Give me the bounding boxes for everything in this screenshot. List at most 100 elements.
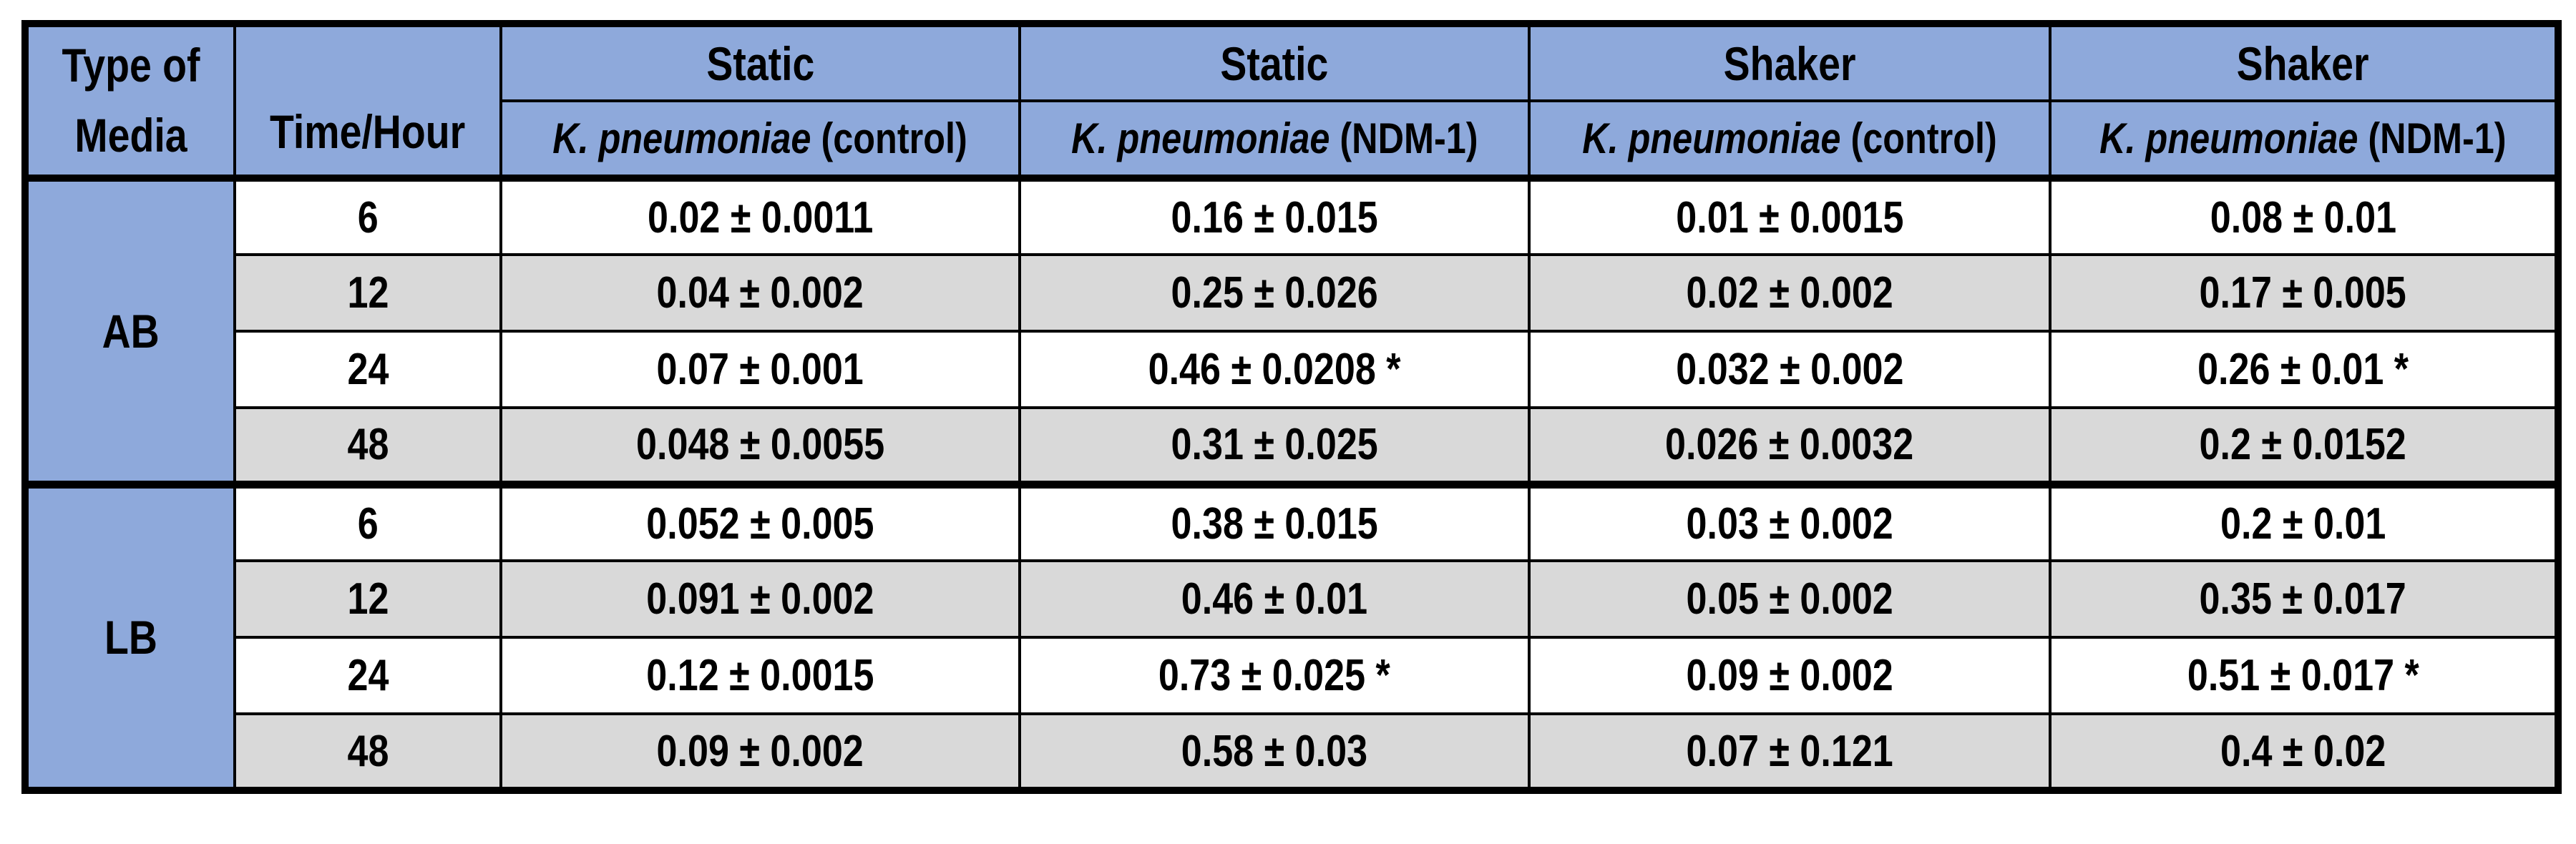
od-value: 0.38 ± 0.015 [1171,499,1378,549]
table-row: 48 0.048 ± 0.0055 0.31 ± 0.025 0.026 ± 0.00… [25,406,2560,486]
table-row: 12 0.091 ± 0.002 0.46 ± 0.01 0.05 ± 0.002 0.… [25,559,2560,639]
time-cell: 12 [233,253,502,333]
value-cell: 0.46 ± 0.01 [1018,559,1531,639]
species-name: K. pneumoniae [1070,114,1330,162]
table-row: 24 0.12 ± 0.0015 0.73 ± 0.025 * 0.09 ± 0.00… [25,636,2560,715]
value-cell: 0.09 ± 0.002 [499,712,1021,792]
value-cell: 0.08 ± 0.01 [2049,177,2560,256]
table-row: AB 6 0.02 ± 0.0011 0.16 ± 0.015 0.01 ± 0.001… [24,177,2560,486]
header-static-control: K. pneumoniae (control) [499,99,1021,182]
condition-label: (NDM-1) [1340,114,1478,162]
media-label: LB [104,611,157,664]
value-cell: 0.2 ± 0.0152 [2049,406,2560,486]
value-cell: 0.35 ± 0.017 [2049,559,2560,639]
od-value: 0.16 ± 0.015 [1171,192,1378,242]
time-value: 6 [357,499,379,549]
condition-label: (control) [821,114,968,162]
value-cell: 0.73 ± 0.025 * [1018,636,1531,715]
media-cell: AB [24,177,236,486]
od-value: 0.08 ± 0.01 [2210,192,2396,242]
table-row: 48 0.09 ± 0.002 0.58 ± 0.03 0.07 ± 0.121 0.4… [25,712,2560,792]
value-cell: 0.032 ± 0.002 [1528,330,2051,409]
value-cell: 0.51 ± 0.017 * [2049,636,2560,715]
table-row: 12 0.04 ± 0.002 0.25 ± 0.026 0.02 ± 0.002 0.… [25,253,2560,333]
header-type-of-media: Type of Media [24,22,236,182]
time-cell: 24 [233,636,502,715]
table-row: 24 0.07 ± 0.001 0.46 ± 0.0208 * 0.032 ± 0.0… [25,330,2560,409]
header-type-of-media-label: Type of Media [62,39,200,162]
od-value: 0.35 ± 0.017 [2199,574,2407,624]
value-cell: 0.048 ± 0.0055 [499,406,1021,486]
time-cell: 48 [233,712,502,792]
value-cell: 0.2 ± 0.01 [2049,480,2560,562]
od-value: 0.51 ± 0.017 * [2187,651,2419,700]
header-group-row: Type of Media Time/Hour Static Static Sh… [24,22,2560,182]
od-value: 0.12 ± 0.0015 [646,651,874,700]
condition-label: (control) [1850,114,1997,162]
time-value: 12 [347,574,389,624]
value-cell: 0.026 ± 0.0032 [1528,406,2051,486]
time-value: 24 [347,651,389,700]
value-cell: 0.38 ± 0.015 [1018,480,1531,562]
od-value: 0.026 ± 0.0032 [1665,420,1914,470]
od-value: 0.032 ± 0.002 [1675,345,1904,394]
od-value: 0.07 ± 0.001 [656,345,864,394]
species-name: K. pneumoniae [552,114,811,162]
od-value: 0.31 ± 0.025 [1171,420,1378,470]
od-value: 0.04 ± 0.002 [656,268,864,318]
time-cell: 24 [233,330,502,409]
value-cell: 0.17 ± 0.005 [2049,253,2560,333]
condition-label: (NDM-1) [2368,114,2507,162]
od-value: 0.052 ± 0.005 [646,499,874,549]
od-value: 0.01 ± 0.0015 [1675,192,1904,242]
species-name: K. pneumoniae [2099,114,2358,162]
od-value: 0.02 ± 0.0011 [647,192,874,242]
value-cell: 0.07 ± 0.001 [499,330,1021,409]
value-cell: 0.091 ± 0.002 [499,559,1021,639]
od-value: 0.2 ± 0.0152 [2199,420,2407,470]
group-label: Shaker [1723,36,1856,90]
od-value: 0.25 ± 0.026 [1171,268,1378,318]
header-group-static-2: Static [1018,22,1531,102]
od-value: 0.4 ± 0.02 [2220,726,2386,776]
od-value: 0.2 ± 0.01 [2220,499,2386,549]
od-value: 0.03 ± 0.002 [1686,499,1893,549]
header-shaker-control: K. pneumoniae (control) [1528,99,2051,182]
value-cell: 0.09 ± 0.002 [1528,636,2051,715]
value-cell: 0.04 ± 0.002 [499,253,1021,333]
value-cell: 0.26 ± 0.01 * [2049,330,2560,409]
time-cell: 48 [233,406,502,486]
od-value: 0.048 ± 0.0055 [635,420,885,470]
time-cell: 12 [233,559,502,639]
od-value: 0.46 ± 0.0208 * [1148,345,1401,394]
header-group-shaker-2: Shaker [2049,22,2560,102]
time-value: 48 [347,726,389,776]
od-value: 0.58 ± 0.03 [1181,726,1368,776]
group-label: Static [706,36,814,90]
growth-data-table: Type of Media Time/Hour Static Static Sh… [21,20,2562,794]
header-static-ndm1: K. pneumoniae (NDM-1) [1018,99,1531,182]
value-cell: 0.02 ± 0.002 [1528,253,2051,333]
time-cell: 6 [233,480,502,562]
value-cell: 0.46 ± 0.0208 * [1018,330,1531,409]
od-value: 0.09 ± 0.002 [1686,651,1893,700]
time-value: 24 [347,345,389,394]
time-value: 6 [357,192,379,242]
header-group-shaker-1: Shaker [1528,22,2051,102]
value-cell: 0.4 ± 0.02 [2049,712,2560,792]
value-cell: 0.12 ± 0.0015 [499,636,1021,715]
value-cell: 0.01 ± 0.0015 [1528,177,2051,256]
od-value: 0.73 ± 0.025 * [1158,651,1390,700]
group-label: Shaker [2237,36,2369,90]
species-name: K. pneumoniae [1582,114,1841,162]
od-value: 0.05 ± 0.002 [1686,574,1893,624]
group-label: Static [1220,36,1329,90]
media-label: AB [102,304,160,358]
value-cell: 0.02 ± 0.0011 [499,177,1021,256]
od-value: 0.02 ± 0.002 [1686,268,1893,318]
od-value: 0.07 ± 0.121 [1686,726,1893,776]
value-cell: 0.16 ± 0.015 [1018,177,1531,256]
value-cell: 0.07 ± 0.121 [1528,712,2051,792]
od-value: 0.26 ± 0.01 * [2197,345,2409,394]
table-row: LB 6 0.052 ± 0.005 0.38 ± 0.015 0.03 ± 0.002… [24,480,2560,792]
